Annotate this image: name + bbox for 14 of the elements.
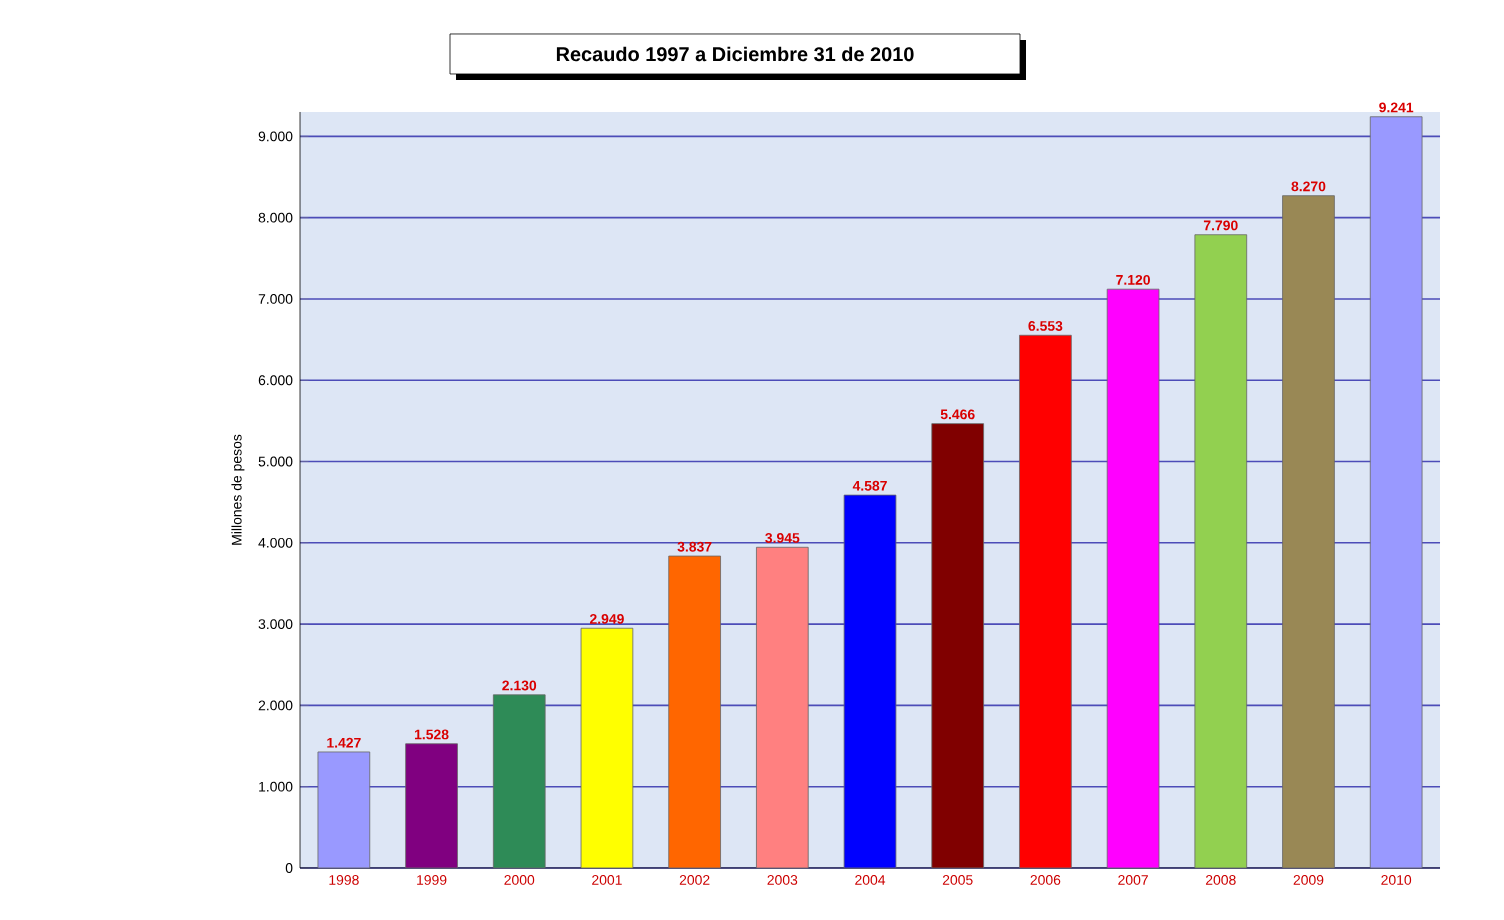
bar [492, 694, 546, 869]
bar [1019, 334, 1072, 869]
bar [1106, 288, 1160, 869]
chart-title: Recaudo 1997 a Diciembre 31 de 2010 [556, 46, 914, 62]
bar [1194, 234, 1248, 869]
bar [1282, 195, 1335, 869]
bar [668, 555, 721, 869]
bar [843, 494, 897, 869]
bar [580, 627, 634, 869]
bar [405, 743, 458, 869]
bar [756, 546, 809, 869]
bar [317, 751, 371, 869]
bar [931, 423, 985, 869]
bar [1369, 116, 1423, 869]
